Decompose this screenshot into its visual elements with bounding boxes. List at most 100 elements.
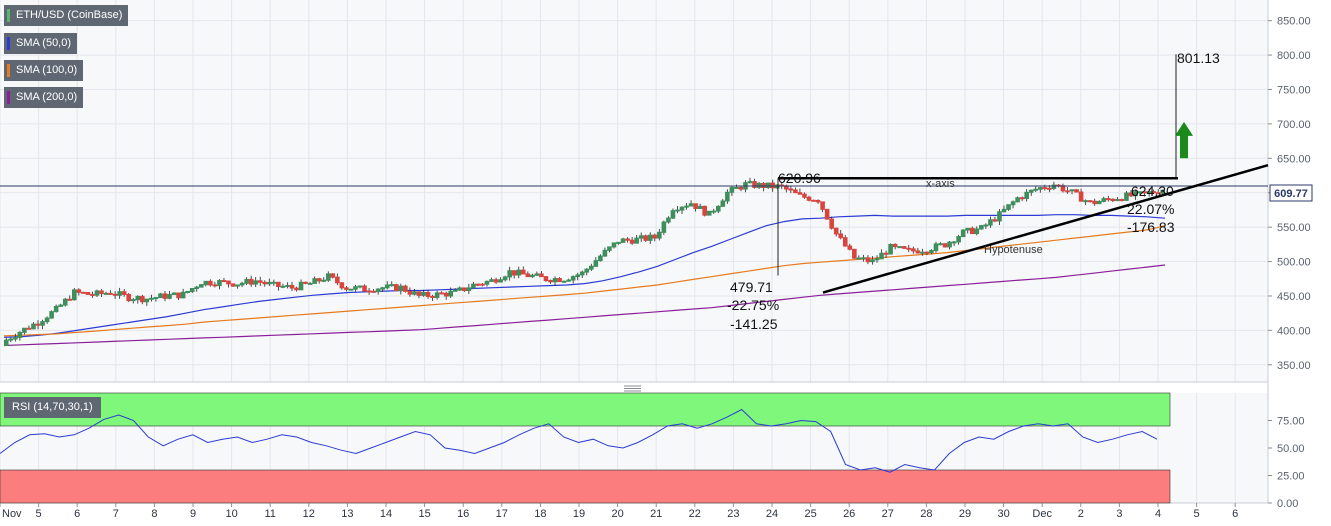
candle bbox=[593, 257, 599, 267]
time-tick-label: 2 bbox=[1078, 508, 1084, 520]
candle bbox=[647, 232, 653, 244]
candle bbox=[979, 224, 984, 230]
sma200-legend[interactable]: SMA (200,0) bbox=[4, 87, 84, 108]
candle bbox=[434, 290, 440, 300]
candle bbox=[53, 304, 59, 313]
candle bbox=[403, 284, 408, 293]
candle bbox=[607, 246, 612, 253]
time-tick-label: 8 bbox=[151, 508, 157, 520]
candle bbox=[602, 247, 608, 257]
candle bbox=[112, 291, 118, 299]
candle bbox=[443, 291, 449, 300]
price-tick-label: 350.00 bbox=[1277, 360, 1311, 372]
candle bbox=[942, 243, 948, 248]
time-tick-label: 6 bbox=[1232, 508, 1238, 520]
anno-right-label-2: 22.07% bbox=[1127, 201, 1174, 217]
candle bbox=[171, 292, 177, 296]
candle bbox=[393, 283, 399, 292]
candle bbox=[462, 287, 467, 292]
candle bbox=[162, 291, 168, 302]
rsi-label: RSI (14,70,30,1) bbox=[12, 401, 93, 413]
candle bbox=[167, 290, 172, 300]
candle bbox=[1006, 204, 1011, 211]
candle bbox=[657, 229, 662, 241]
candle bbox=[316, 277, 322, 284]
candle bbox=[121, 289, 127, 297]
ascending-trendline bbox=[822, 163, 1269, 294]
candle bbox=[511, 270, 517, 279]
candle bbox=[988, 216, 993, 228]
rsi-legend[interactable]: RSI (14,70,30,1) bbox=[4, 397, 101, 418]
candle bbox=[498, 277, 503, 283]
sma200-swatch bbox=[7, 91, 10, 104]
candle bbox=[198, 284, 204, 288]
candle bbox=[1024, 189, 1029, 202]
candle bbox=[793, 187, 798, 194]
candle bbox=[1128, 189, 1134, 197]
candle bbox=[702, 205, 707, 217]
anno-right-label-1: 624.30 bbox=[1131, 183, 1174, 199]
candle bbox=[362, 284, 367, 292]
candle bbox=[144, 298, 150, 306]
candle bbox=[262, 280, 268, 287]
candle bbox=[180, 288, 186, 299]
sma50-legend[interactable]: SMA (50,0) bbox=[4, 33, 78, 54]
candle bbox=[3, 337, 9, 347]
candle bbox=[217, 279, 222, 290]
candle bbox=[938, 242, 943, 246]
candle bbox=[974, 226, 980, 236]
rsi-axis: 75.00 50.00 25.00 0.00 bbox=[1268, 416, 1305, 510]
time-tick-label: 5 bbox=[1194, 508, 1200, 520]
candle bbox=[294, 286, 299, 292]
candle bbox=[375, 288, 381, 295]
candle bbox=[208, 279, 213, 287]
candle bbox=[8, 337, 14, 343]
candles bbox=[3, 177, 1166, 347]
sma100-label: SMA (100,0) bbox=[16, 64, 78, 76]
candle bbox=[715, 205, 721, 214]
candle bbox=[1019, 196, 1025, 202]
candle bbox=[103, 291, 109, 295]
candle bbox=[557, 277, 562, 283]
candle bbox=[303, 281, 308, 285]
candle bbox=[1083, 199, 1088, 206]
candle bbox=[448, 287, 454, 298]
sma100-legend[interactable]: SMA (100,0) bbox=[4, 60, 84, 81]
candle bbox=[611, 242, 617, 249]
candle bbox=[861, 254, 866, 262]
last-price-box bbox=[1269, 184, 1313, 202]
candle bbox=[353, 284, 358, 292]
candle bbox=[339, 282, 345, 290]
candle bbox=[153, 297, 159, 302]
candle bbox=[1115, 196, 1120, 202]
splitter-handle[interactable] bbox=[624, 385, 641, 392]
candle bbox=[525, 271, 531, 278]
candle bbox=[189, 287, 195, 294]
candle bbox=[706, 210, 712, 216]
instrument-legend[interactable]: ETH/USD (CoinBase) bbox=[4, 5, 129, 26]
rsi-overbought-zone bbox=[0, 392, 1171, 427]
candle bbox=[947, 241, 952, 250]
candle bbox=[31, 322, 36, 330]
price-tick-label: 450.00 bbox=[1277, 291, 1311, 303]
candle bbox=[1151, 189, 1156, 194]
candle bbox=[1028, 189, 1034, 196]
anno-hypotenuse-label: Hypotenuse bbox=[984, 244, 1043, 256]
candle bbox=[747, 177, 753, 184]
candle bbox=[870, 256, 875, 265]
candle bbox=[407, 287, 413, 297]
candle bbox=[874, 255, 880, 263]
candle bbox=[330, 273, 336, 279]
candle bbox=[176, 292, 181, 301]
rsi-line bbox=[0, 408, 1158, 473]
candle bbox=[130, 298, 136, 304]
candle bbox=[398, 283, 404, 295]
time-tick-label: Dec bbox=[1032, 508, 1052, 520]
candle bbox=[616, 241, 621, 245]
candle bbox=[90, 291, 95, 298]
candle bbox=[13, 333, 18, 342]
candle bbox=[22, 327, 27, 335]
price-tick-label: 650.00 bbox=[1277, 153, 1311, 165]
time-tick-label: 30 bbox=[997, 508, 1009, 520]
time-tick-label: 4 bbox=[1155, 508, 1161, 520]
